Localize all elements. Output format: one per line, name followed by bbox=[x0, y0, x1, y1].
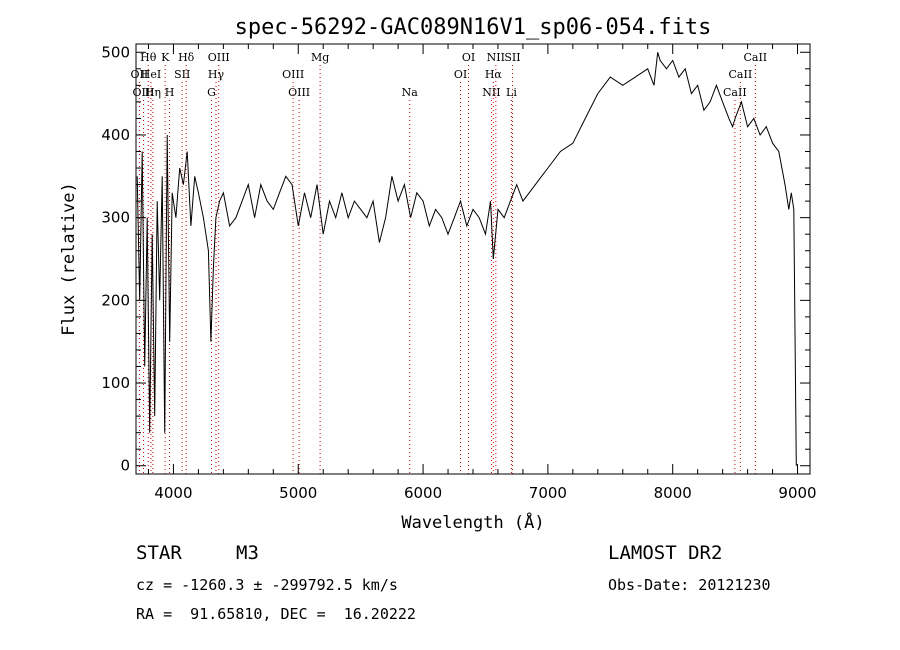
redshift-line: cz = -1260.3 ± -299792.5 km/s bbox=[136, 576, 398, 594]
line-label: NII bbox=[487, 51, 505, 64]
chart-title: spec-56292-GAC089N16V1_sp06-054.fits bbox=[235, 15, 712, 40]
line-label: G bbox=[207, 86, 216, 99]
object-class: STAR bbox=[136, 542, 182, 564]
x-tick-label: 9000 bbox=[778, 484, 816, 502]
line-label: OIII bbox=[282, 68, 304, 81]
line-label: OIII bbox=[132, 86, 154, 99]
y-tick-label: 400 bbox=[101, 126, 130, 144]
line-label: H bbox=[165, 86, 175, 99]
x-axis: 4000 5000 6000 7000 8000 9000 bbox=[147, 44, 817, 502]
y-axis: 0 100 200 300 400 500 bbox=[101, 43, 810, 475]
line-label: Hγ bbox=[208, 68, 225, 81]
x-tick-label: 4000 bbox=[154, 484, 192, 502]
x-tick-label: 8000 bbox=[654, 484, 692, 502]
line-label: Hθ bbox=[140, 51, 157, 64]
x-axis-label: Wavelength (Å) bbox=[401, 511, 544, 533]
line-label: NII bbox=[482, 86, 500, 99]
line-label: Hα bbox=[485, 68, 503, 81]
y-tick-label: 300 bbox=[101, 209, 130, 227]
line-label: SII bbox=[504, 51, 520, 64]
x-tick-label: 6000 bbox=[404, 484, 442, 502]
survey-name: LAMOST DR2 bbox=[608, 542, 723, 564]
line-label: Mg bbox=[311, 51, 329, 64]
line-label: OI bbox=[462, 51, 475, 64]
y-tick-label: 200 bbox=[101, 291, 130, 309]
line-label: CaII bbox=[723, 86, 747, 99]
plot-frame bbox=[135, 43, 811, 475]
spectrum-line bbox=[136, 52, 797, 466]
y-axis-label: Flux (relative) bbox=[59, 182, 79, 336]
line-label: Hδ bbox=[178, 51, 195, 64]
x-tick-label: 7000 bbox=[529, 484, 567, 502]
line-markers bbox=[138, 65, 756, 474]
line-label: OI bbox=[454, 68, 467, 81]
line-label: SII bbox=[174, 68, 190, 81]
line-label: OII bbox=[131, 68, 149, 81]
line-label: CaII bbox=[743, 51, 767, 64]
line-label: Na bbox=[402, 86, 419, 99]
line-label: OIII bbox=[288, 86, 310, 99]
line-label: K bbox=[161, 51, 170, 64]
y-tick-label: 100 bbox=[101, 374, 130, 392]
line-label: OIII bbox=[208, 51, 230, 64]
line-label: Li bbox=[506, 86, 517, 99]
y-tick-label: 500 bbox=[101, 43, 130, 61]
x-tick-label: 5000 bbox=[279, 484, 317, 502]
line-label: Hη bbox=[145, 86, 161, 99]
coordinates: RA = 91.65810, DEC = 16.20222 bbox=[136, 605, 416, 623]
y-tick-label: 0 bbox=[120, 457, 130, 475]
line-label: HeI bbox=[141, 68, 161, 81]
object-subclass: M3 bbox=[236, 542, 259, 564]
line-label: CaII bbox=[729, 68, 753, 81]
obs-date: Obs-Date: 20121230 bbox=[608, 576, 771, 594]
